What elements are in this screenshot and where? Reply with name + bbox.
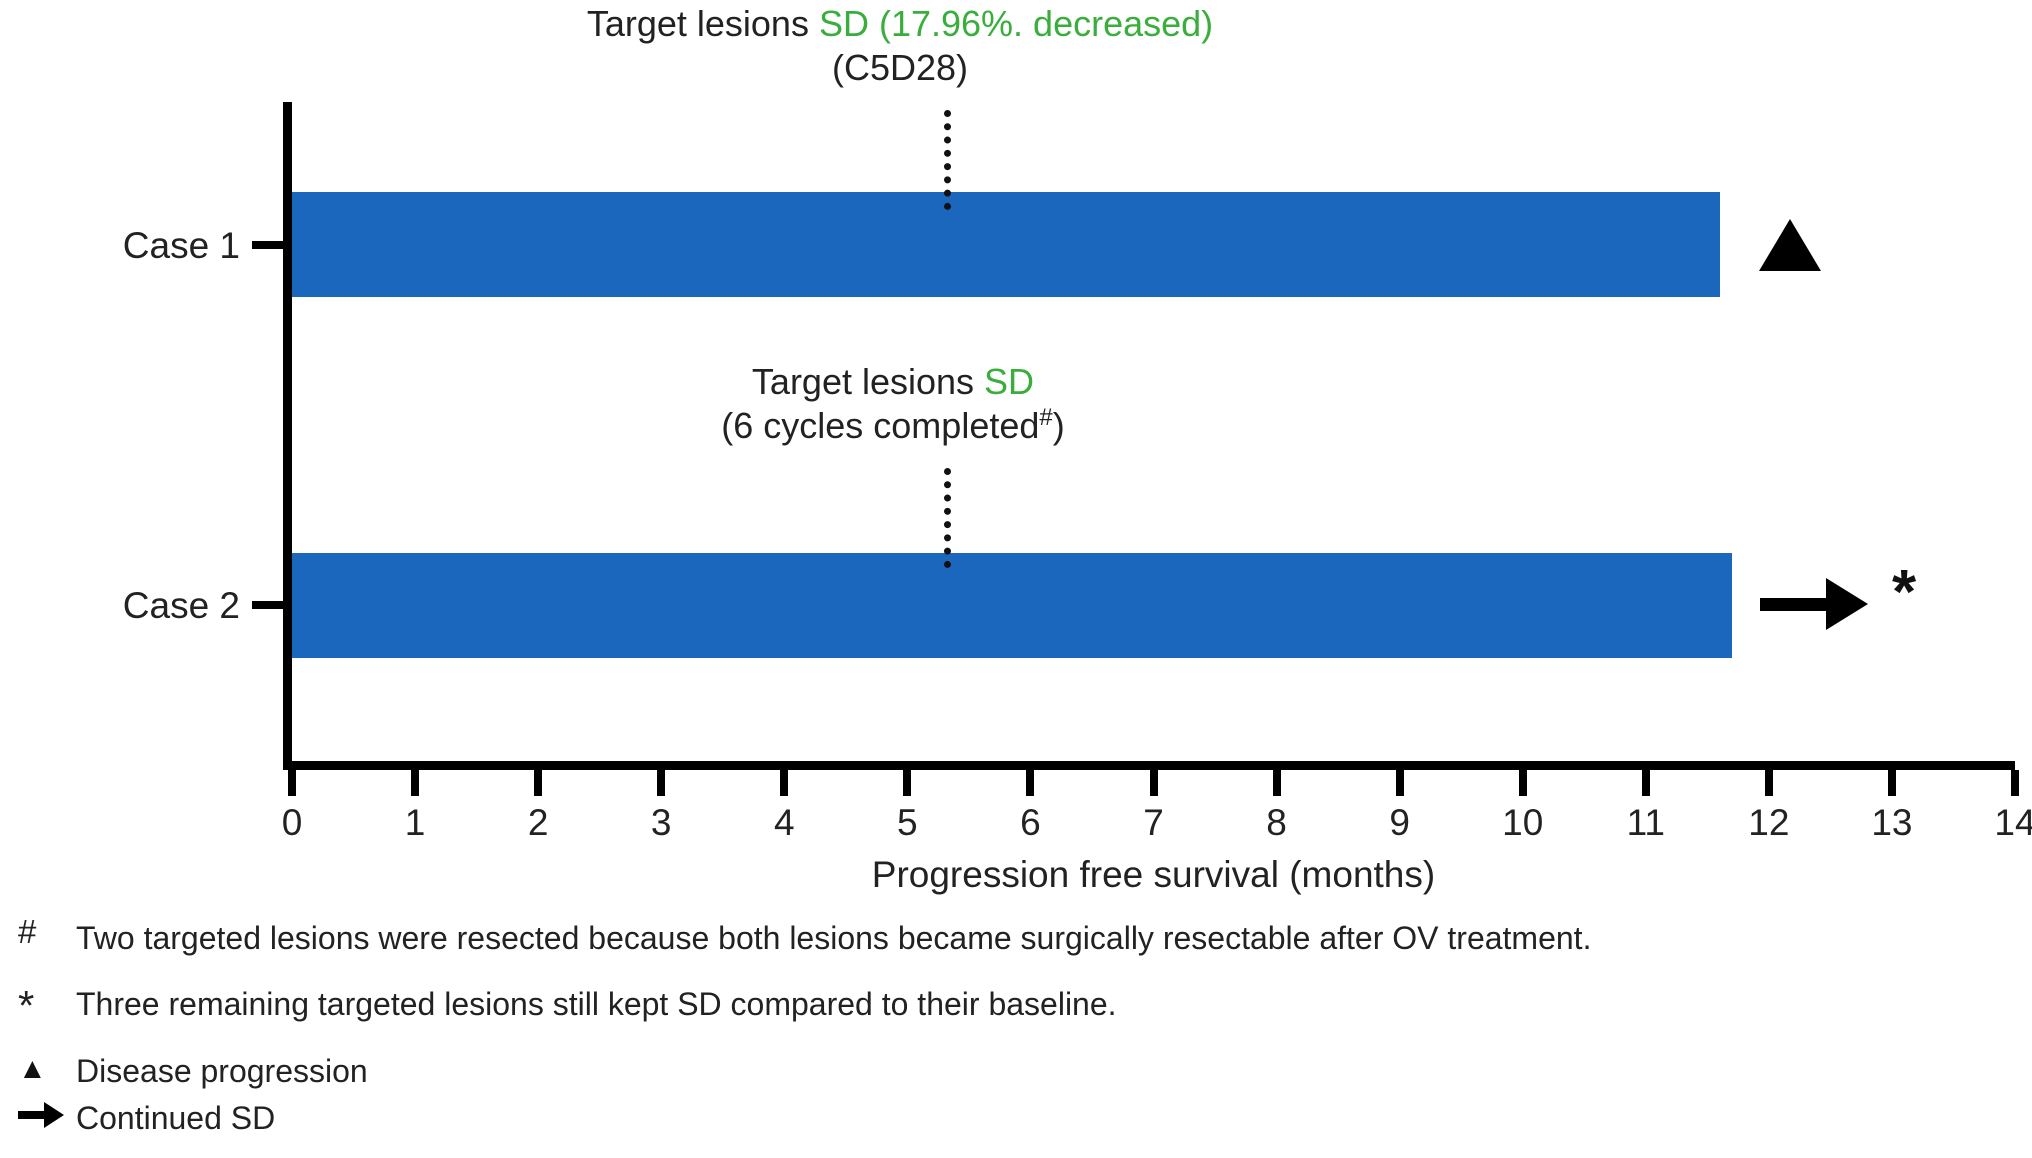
x-tick-3 [657,770,666,796]
case2-annotation-hash-sup: # [1039,404,1053,431]
x-tick-1 [411,770,420,796]
case2-annotation-line2-suffix: ) [1052,405,1065,446]
case1-annotation: Target lesions SD (17.96%. decreased) (C… [400,2,1400,90]
case1-annotation-line2: (C5D28) [831,47,969,88]
x-tick-13 [1887,770,1896,796]
x-tick-label-4: 4 [773,802,795,843]
case2-label: Case 2 [122,585,240,626]
x-tick-12 [1764,770,1773,796]
case1-dotted-line [944,110,952,210]
case2-annotation: Target lesions SD (6 cycles completed#) [393,360,1393,448]
legend-disease-progression-text: Disease progression [76,1053,368,1089]
footnote-asterisk: * Three remaining targeted lesions still… [18,982,1117,1032]
x-tick-label-0: 0 [281,802,303,843]
x-tick-label-14: 14 [1994,802,2032,843]
x-tick-10 [1518,770,1527,796]
arrow-head [44,1102,64,1128]
continued-sd-arrow-icon [1760,578,1868,630]
triangle-icon: ▲ [18,1053,47,1085]
x-tick-0 [288,770,296,796]
x-tick-label-9: 9 [1389,802,1410,843]
x-tick-4 [780,770,789,796]
x-tick-label-1: 1 [404,802,426,843]
arrow-shaft [1760,598,1830,611]
x-tick-11 [1641,770,1650,796]
case2-annotation-black-text: Target lesions [751,361,985,402]
right-arrow-icon [18,1098,76,1128]
x-tick-label-6: 6 [1020,802,1041,843]
asterisk-symbol: * [18,982,35,1029]
case2-axis-tick [252,601,288,609]
footnote-hash-text: Two targeted lesions were resected becau… [76,920,1592,956]
x-tick-label-7: 7 [1143,802,1164,843]
case2-asterisk-marker: * [1892,558,1917,627]
case2-annotation-green-text: SD [984,361,1035,402]
arrow-head [1826,578,1868,630]
x-tick-6 [1026,770,1035,796]
case2-bar [292,553,1732,658]
case1-bar [292,192,1720,297]
disease-progression-triangle-icon [1759,219,1821,271]
footnote-asterisk-text: Three remaining targeted lesions still k… [76,986,1117,1022]
x-tick-label-3: 3 [650,802,672,843]
arrow-shaft [18,1111,48,1119]
x-tick-label-12: 12 [1748,802,1790,843]
case2-dotted-line [944,468,952,568]
x-tick-8 [1272,770,1281,796]
x-tick-14 [2011,770,2019,796]
x-tick-label-13: 13 [1871,802,1913,843]
x-tick-label-8: 8 [1266,802,1287,843]
case1-annotation-line1: Target lesions SD (17.96%. decreased) [400,2,1400,46]
plot-area: * [283,102,2015,770]
x-axis-ticks [288,770,2019,796]
hash-symbol: # [18,913,37,950]
x-tick-label-11: 11 [1626,802,1665,843]
case2-annotation-line1: Target lesions SD [393,360,1393,404]
case2-annotation-line2-prefix: (6 cycles completed [721,405,1040,446]
case1-axis-tick [252,241,288,249]
x-tick-label-2: 2 [527,802,549,843]
case1-annotation-black-text: Target lesions [586,3,819,44]
x-axis-tick-labels: 0 1 2 3 4 5 6 7 8 9 10 11 12 13 14 [282,802,2032,848]
legend-continued-sd: Continued SD [18,1098,275,1138]
x-axis-title: Progression free survival (months) [871,854,1436,895]
case2-annotation-line2: (6 cycles completed#) [393,404,1393,448]
x-tick-label-10: 10 [1502,802,1544,843]
x-tick-9 [1395,770,1404,796]
legend-disease-progression: ▲ Disease progression [18,1051,368,1091]
x-tick-5 [903,770,912,796]
case1-label: Case 1 [122,225,240,266]
x-tick-label-5: 5 [897,802,918,843]
x-tick-7 [1149,770,1158,796]
footnote-hash: # Two targeted lesions were resected bec… [18,913,1592,958]
legend-continued-sd-text: Continued SD [76,1100,276,1136]
case1-annotation-green-text: SD (17.96%. decreased) [818,3,1214,44]
x-tick-2 [534,770,543,796]
